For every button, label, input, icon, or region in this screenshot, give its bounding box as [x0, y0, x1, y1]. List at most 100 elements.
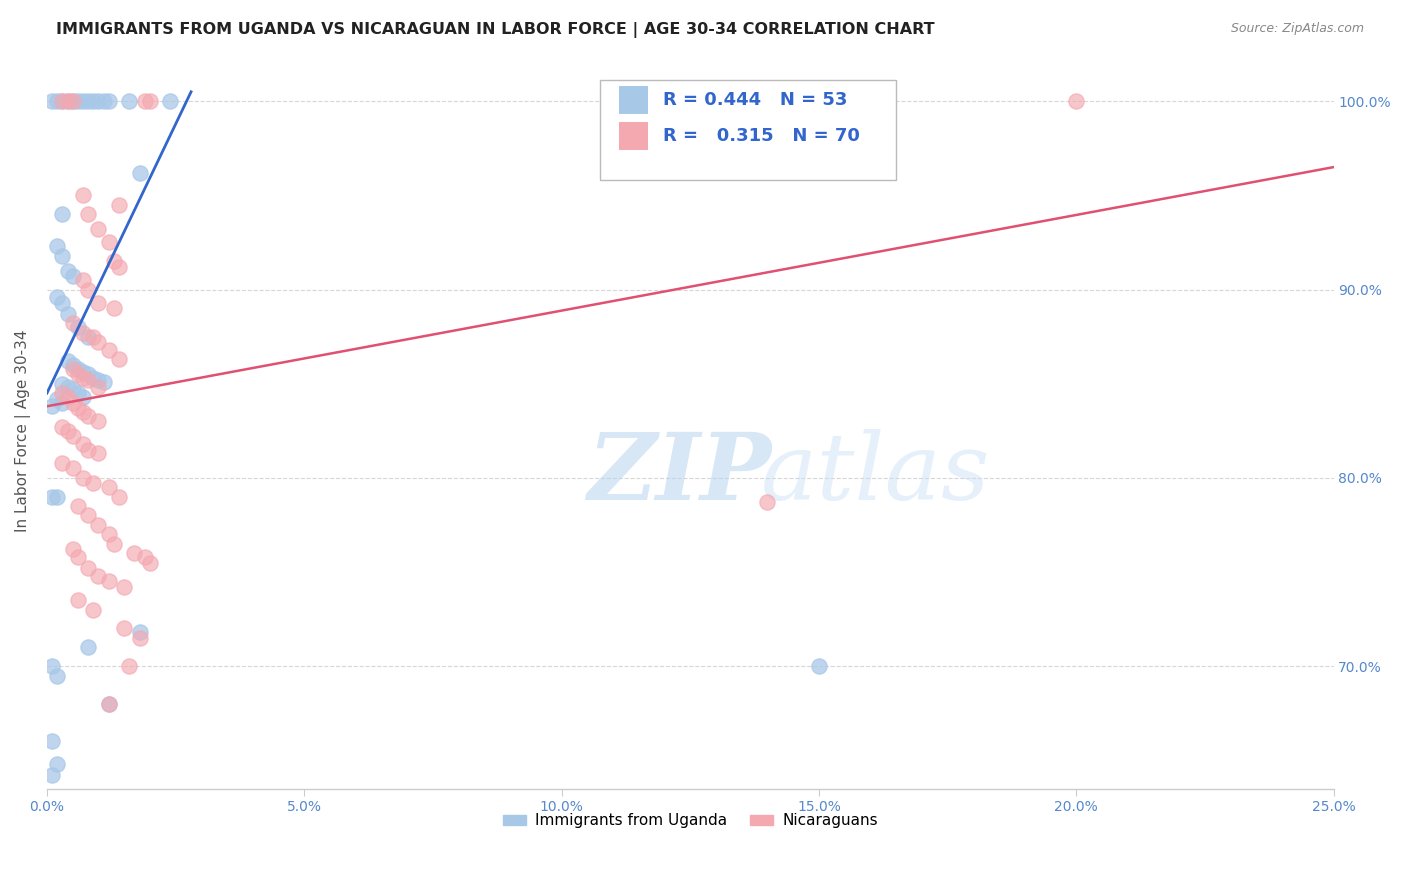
Point — [77, 561, 100, 575]
Point — [41, 734, 63, 748]
Point — [97, 697, 120, 711]
Point — [103, 537, 125, 551]
Point — [93, 94, 115, 108]
Point — [139, 94, 162, 108]
Point — [77, 373, 100, 387]
Point — [62, 429, 84, 443]
Point — [51, 386, 73, 401]
Point — [51, 249, 73, 263]
FancyBboxPatch shape — [620, 121, 648, 150]
Point — [97, 574, 120, 589]
Point — [72, 371, 94, 385]
Point — [72, 188, 94, 202]
Point — [134, 549, 156, 564]
Point — [82, 602, 104, 616]
Point — [51, 295, 73, 310]
Point — [82, 94, 104, 108]
Point — [859, 94, 882, 108]
Point — [56, 424, 79, 438]
Point — [72, 390, 94, 404]
Point — [72, 94, 94, 108]
Point — [62, 269, 84, 284]
Point — [87, 517, 110, 532]
Y-axis label: In Labor Force | Age 30-34: In Labor Force | Age 30-34 — [15, 329, 31, 532]
Point — [51, 395, 73, 409]
Point — [77, 442, 100, 457]
Point — [87, 446, 110, 460]
Point — [112, 580, 135, 594]
Point — [159, 94, 181, 108]
Point — [41, 659, 63, 673]
Point — [41, 768, 63, 782]
FancyBboxPatch shape — [620, 86, 648, 114]
Point — [46, 94, 69, 108]
Point — [87, 568, 110, 582]
Point — [87, 222, 110, 236]
Point — [108, 260, 131, 274]
Point — [41, 490, 63, 504]
Point — [51, 420, 73, 434]
Point — [97, 480, 120, 494]
Point — [62, 461, 84, 475]
Point — [66, 361, 89, 376]
Point — [77, 409, 100, 423]
Point — [87, 335, 110, 350]
Point — [46, 239, 69, 253]
Point — [97, 343, 120, 357]
Text: ZIP: ZIP — [588, 429, 772, 518]
Point — [51, 207, 73, 221]
Point — [62, 358, 84, 372]
Point — [51, 456, 73, 470]
Point — [46, 392, 69, 406]
Point — [97, 94, 120, 108]
Point — [66, 368, 89, 382]
Point — [87, 373, 110, 387]
Point — [77, 283, 100, 297]
Point — [62, 317, 84, 331]
Point — [87, 380, 110, 394]
Point — [128, 631, 150, 645]
Point — [807, 659, 830, 673]
Point — [134, 94, 156, 108]
Text: R = 0.444   N = 53: R = 0.444 N = 53 — [664, 91, 848, 109]
Point — [62, 361, 84, 376]
Point — [72, 405, 94, 419]
Point — [77, 329, 100, 343]
Point — [139, 556, 162, 570]
Point — [87, 414, 110, 428]
Point — [66, 401, 89, 416]
Point — [41, 94, 63, 108]
Point — [46, 757, 69, 772]
Point — [72, 365, 94, 379]
Point — [112, 622, 135, 636]
Point — [124, 546, 146, 560]
Point — [77, 508, 100, 523]
Point — [87, 94, 110, 108]
Point — [82, 329, 104, 343]
Point — [97, 697, 120, 711]
Point — [756, 495, 779, 509]
Point — [1064, 94, 1087, 108]
Point — [66, 593, 89, 607]
Point — [46, 668, 69, 682]
Point — [51, 94, 73, 108]
Legend: Immigrants from Uganda, Nicaraguans: Immigrants from Uganda, Nicaraguans — [496, 807, 884, 835]
Point — [118, 659, 141, 673]
Point — [103, 301, 125, 316]
Point — [118, 94, 141, 108]
Point — [51, 376, 73, 391]
Point — [77, 368, 100, 382]
Point — [66, 94, 89, 108]
Point — [56, 307, 79, 321]
Point — [82, 371, 104, 385]
Point — [66, 386, 89, 401]
Point — [62, 542, 84, 557]
Point — [62, 395, 84, 409]
Point — [41, 399, 63, 413]
Point — [103, 254, 125, 268]
Point — [77, 640, 100, 655]
Point — [62, 382, 84, 396]
Point — [128, 166, 150, 180]
Point — [77, 94, 100, 108]
Point — [97, 527, 120, 541]
